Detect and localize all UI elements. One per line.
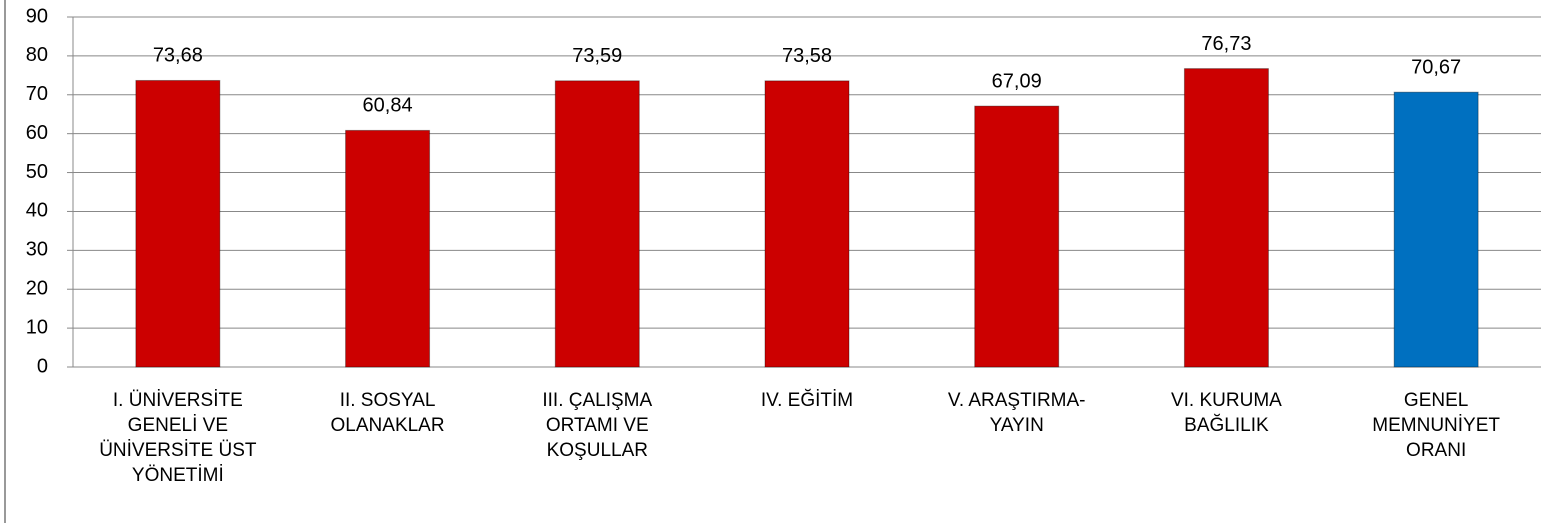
value-label: 67,09 xyxy=(992,70,1042,92)
y-tick-label: 90 xyxy=(26,5,48,27)
value-label: 73,68 xyxy=(153,45,203,67)
x-tick-label: II. SOSYAL OLANAKLAR xyxy=(330,390,445,436)
y-tick-label: 20 xyxy=(26,278,48,300)
bar xyxy=(1393,91,1479,368)
x-tick-label: VI. KURUMA BAĞLILIK xyxy=(1170,390,1282,436)
bar xyxy=(1183,68,1269,368)
x-tick-label: GENEL MEMNUNİYET ORANI xyxy=(1372,390,1500,461)
x-tick-label: III. ÇALIŞMA ORTAMI VE KOŞULLAR xyxy=(542,390,653,461)
value-label: 73,58 xyxy=(782,45,832,67)
y-tick-label: 60 xyxy=(26,122,48,144)
bar xyxy=(554,80,640,368)
bar xyxy=(135,79,221,368)
value-label: 73,59 xyxy=(572,45,622,67)
y-tick-label: 50 xyxy=(26,161,48,183)
y-tick-label: 30 xyxy=(26,239,48,261)
y-tick-label: 0 xyxy=(37,355,48,377)
x-tick-label: I. ÜNİVERSİTE GENELİ VE ÜNİVERSİTE ÜST Y… xyxy=(99,390,257,486)
x-tick-label: IV. EĞİTİM xyxy=(760,390,854,411)
y-tick-label: 10 xyxy=(26,316,48,338)
x-tick-label: V. ARAŞTIRMA- YAYIN xyxy=(947,390,1086,436)
value-label: 70,67 xyxy=(1411,56,1461,78)
value-label: 60,84 xyxy=(363,95,413,117)
y-tick-label: 80 xyxy=(26,44,48,66)
value-label: 76,73 xyxy=(1201,33,1251,55)
y-tick-label: 40 xyxy=(26,200,48,222)
bar xyxy=(764,80,850,368)
bar xyxy=(345,129,431,368)
bar xyxy=(974,105,1060,368)
y-tick-label: 70 xyxy=(26,83,48,105)
